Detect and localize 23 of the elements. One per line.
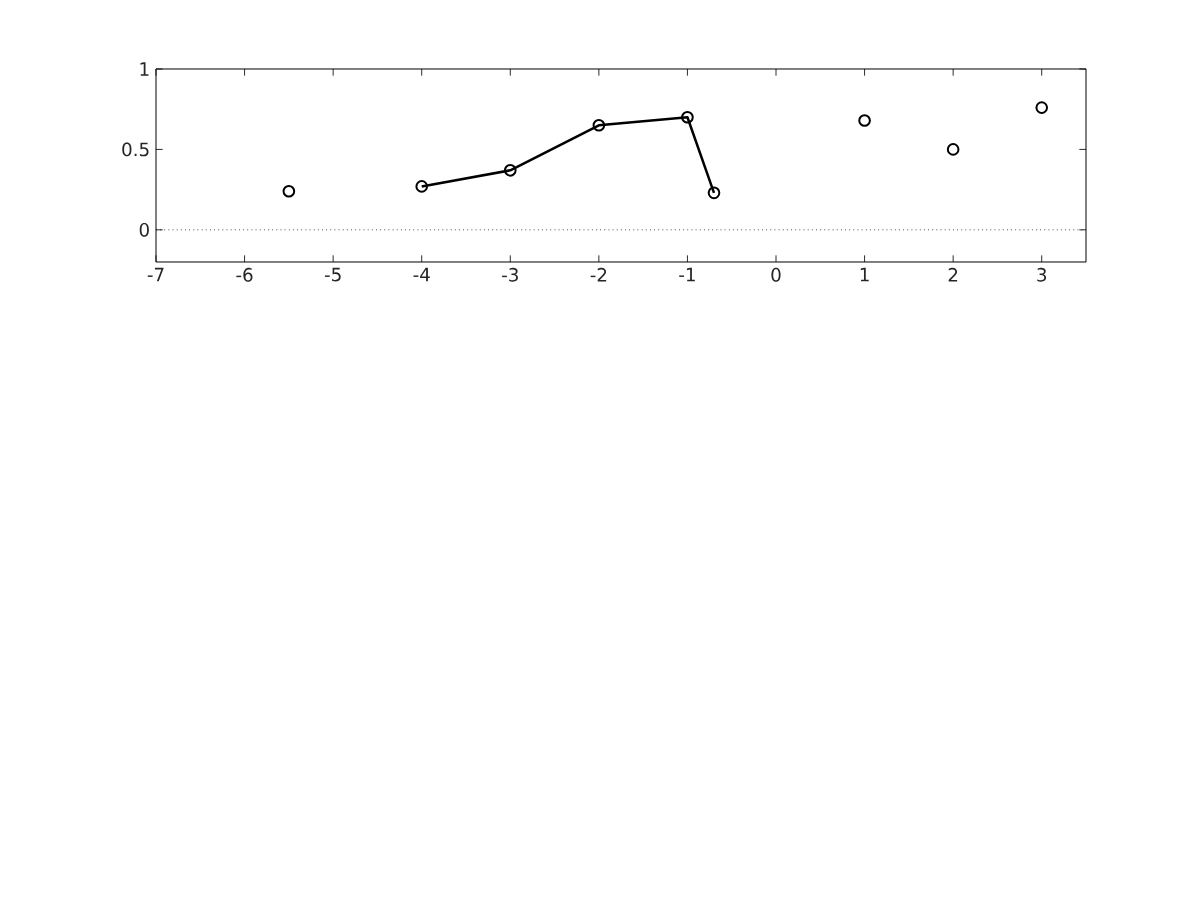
point: [415, 180, 429, 193]
x-tick-label: -4: [413, 267, 430, 282]
point: [707, 186, 721, 200]
x-tick-label: -5: [324, 267, 341, 282]
point: [592, 118, 606, 132]
point: [858, 114, 871, 127]
x-tick-label: -2: [590, 267, 607, 282]
point: [282, 184, 296, 198]
x-tick-label: -1: [679, 267, 695, 282]
x-tick-label: 3: [1037, 267, 1047, 282]
y-tick-label: 0: [139, 222, 149, 237]
point: [946, 143, 960, 156]
x-tick-label: 0: [771, 267, 781, 282]
x-tick-label: 2: [948, 267, 958, 282]
x-tick-label: -7: [147, 267, 164, 282]
point: [681, 110, 694, 124]
y-tick-label: 1: [140, 62, 149, 76]
point: [503, 164, 517, 177]
y-tick-label: 0.5: [122, 142, 149, 157]
x-tick-label: 1: [860, 267, 869, 282]
x-tick-label: -3: [502, 267, 518, 282]
x-tick-label: -6: [236, 267, 253, 282]
point: [1035, 101, 1049, 114]
